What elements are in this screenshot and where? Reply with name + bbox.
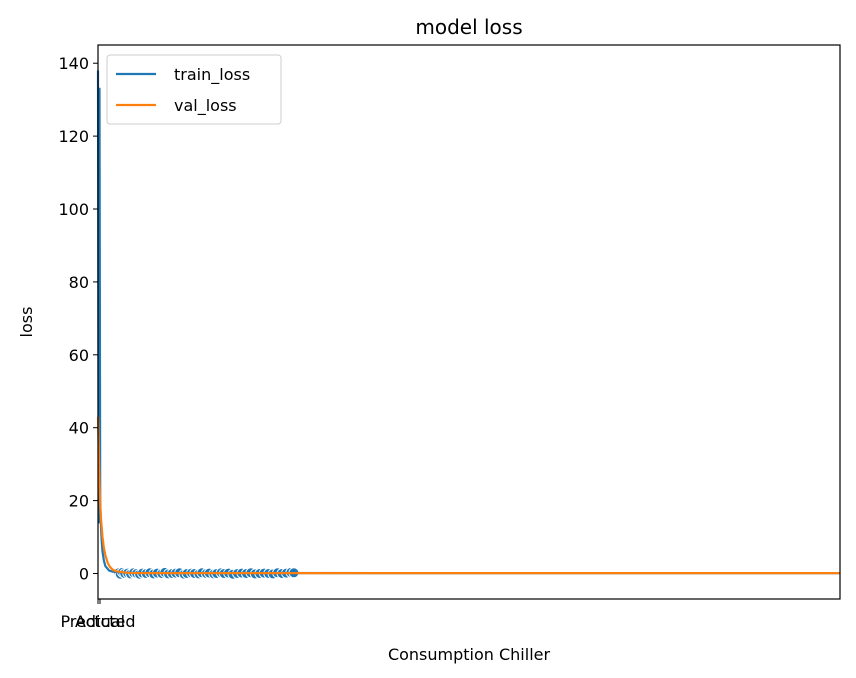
y-tick-label: 120 <box>58 127 89 146</box>
legend-label-train-loss: train_loss <box>174 65 250 85</box>
y-axis-label: loss <box>17 307 36 338</box>
series-line-train-loss <box>96 70 840 575</box>
y-tick-label: 60 <box>69 346 89 365</box>
y-tick-label: 40 <box>69 419 89 438</box>
chart-title: model loss <box>415 15 522 39</box>
series-line-val-loss <box>96 416 840 575</box>
y-tick-label: 0 <box>79 564 89 583</box>
legend: train_loss val_loss <box>106 54 282 125</box>
legend-label-val-loss: val_loss <box>174 96 237 116</box>
y-tick-label: 100 <box>58 200 89 219</box>
y-tick-label: 20 <box>69 492 89 511</box>
x-tick-label: Predicted <box>60 612 135 631</box>
y-tick-label: 140 <box>58 54 89 73</box>
legend-box <box>106 54 282 125</box>
x-tick-label: Actual <box>75 612 125 631</box>
plot-frame <box>97 44 841 600</box>
y-tick-label: 80 <box>69 273 89 292</box>
x-axis-label: Consumption Chiller <box>388 645 551 664</box>
